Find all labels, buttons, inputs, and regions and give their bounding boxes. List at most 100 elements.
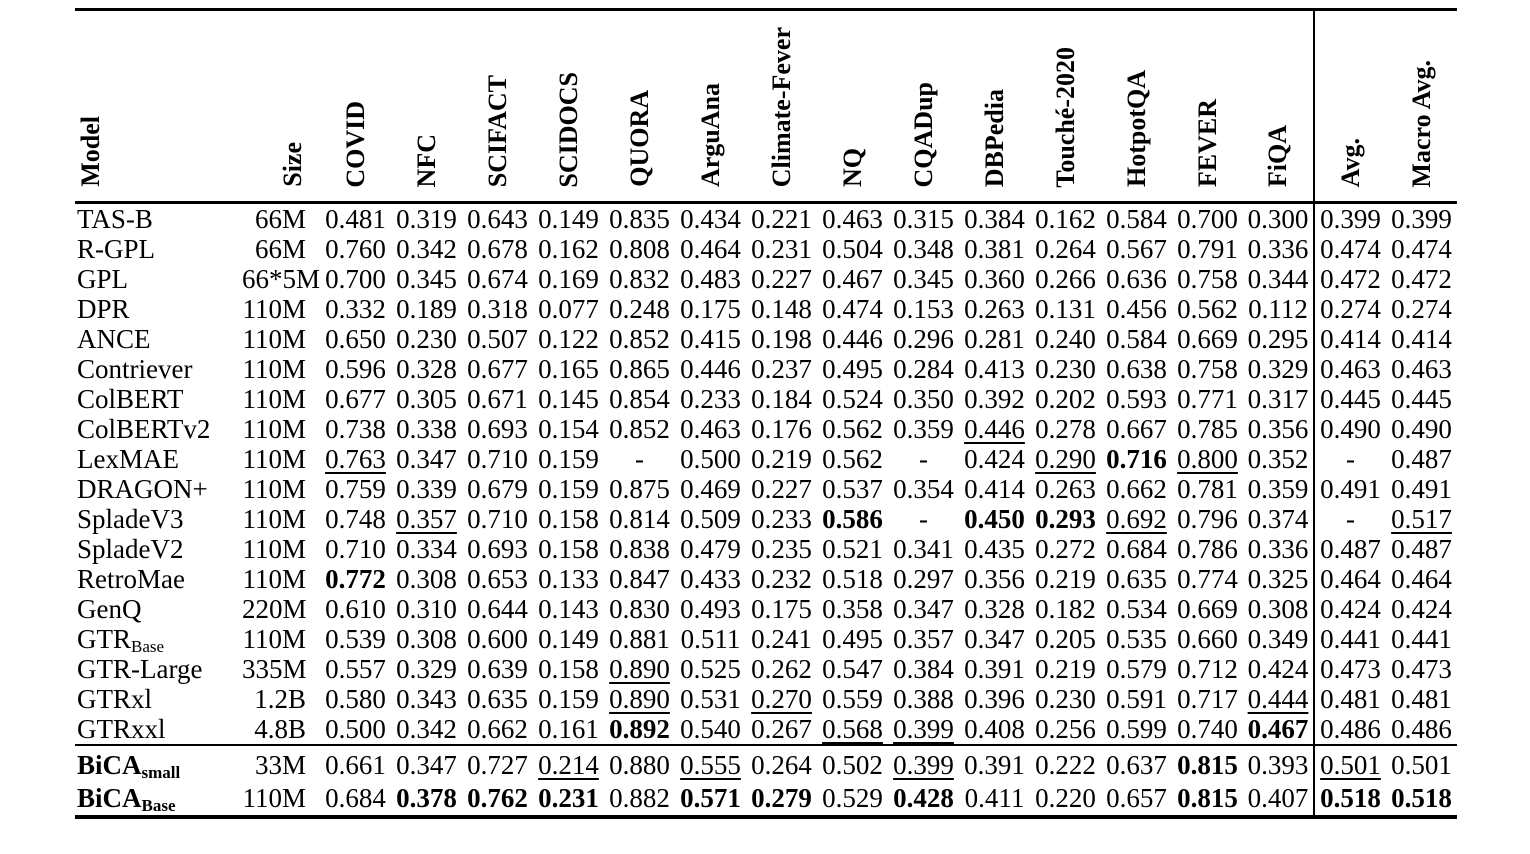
score-cell: 0.838: [609, 534, 670, 565]
score-cell: 0.231: [751, 234, 812, 265]
size-cell: 110M: [242, 294, 306, 325]
model-name: GTRxl: [77, 684, 153, 715]
score-cell: 0.343: [396, 684, 457, 715]
col-header-label: SCIDOCS: [553, 71, 583, 188]
model-name: BiCA: [77, 750, 142, 781]
score-cell: -: [1313, 444, 1386, 475]
size-cell: 335M: [242, 654, 307, 685]
score-cell: 0.175: [751, 594, 812, 625]
score-cell: 0.557: [325, 654, 386, 685]
score-cell: 0.342: [396, 714, 457, 745]
score-cell: 0.159: [538, 474, 599, 505]
score-cell: 0.763: [325, 444, 386, 475]
score-cell: 0.495: [822, 624, 883, 655]
score-cell: 0.852: [609, 324, 670, 355]
table-row: Contriever 110M 0.596 0.328 0.677 0.165 0.865 0…: [75, 354, 1457, 385]
size-cell: 110M: [242, 414, 306, 445]
size-cell: 110M: [242, 474, 306, 505]
score-cell: 0.660: [1177, 624, 1238, 655]
score-cell: 0.580: [325, 684, 386, 715]
model-name: GTRxxl: [77, 714, 166, 745]
score-cell: 0.504: [822, 234, 883, 265]
score-cell: 0.535: [1106, 624, 1167, 655]
score-cell: 0.464: [1391, 564, 1452, 595]
model-cell-gtrxl: GTRxl: [75, 684, 242, 714]
score-cell: 0.407: [1247, 783, 1309, 814]
model-cell-colbert: ColBERT: [75, 384, 242, 414]
col-header-label: DBPedia: [979, 89, 1009, 188]
score-cell: 0.360: [964, 264, 1025, 295]
score-cell: 0.653: [467, 564, 528, 595]
score-cell: 0.232: [751, 564, 812, 595]
score-cell: 0.305: [396, 384, 457, 415]
score-cell: 0.710: [467, 504, 528, 535]
score-cell: 0.176: [751, 414, 812, 445]
score-cell: 0.815: [1177, 783, 1238, 814]
score-cell: 0.413: [964, 354, 1025, 385]
table-footer-body: BiCAsmall 33M 0.661 0.347 0.727 0.214 0.880 0.5…: [75, 745, 1457, 818]
model-cell-spladev2: SpladeV2: [75, 534, 242, 564]
score-cell: 0.534: [1106, 594, 1167, 625]
col-header-label: Avg.: [1335, 137, 1365, 188]
score-cell: 0.358: [822, 594, 883, 625]
score-cell: 0.388: [893, 684, 954, 715]
score-cell: 0.474: [1313, 234, 1386, 265]
col-header-label: COVID: [340, 100, 370, 188]
score-cell: 0.584: [1106, 324, 1167, 355]
score-cell: 0.227: [751, 264, 812, 295]
score-cell: 0.295: [1247, 324, 1309, 355]
col-header-macro-avg: Macro Avg.: [1386, 10, 1457, 203]
score-cell: 0.424: [1313, 594, 1386, 625]
benchmark-results-table: Model Size COVID NFC SCIFACT SCIDOCS QUORA Argu…: [75, 8, 1457, 820]
table-row: LexMAE 110M 0.763 0.347 0.710 0.159 - 0.500 0.21…: [75, 444, 1457, 475]
score-cell: 0.235: [751, 534, 812, 565]
score-cell: 0.175: [680, 294, 741, 325]
score-cell: 0.122: [538, 324, 599, 355]
score-cell: 0.284: [893, 354, 954, 385]
score-cell: 0.202: [1035, 384, 1096, 415]
size-cell: 110M: [242, 783, 306, 814]
score-cell: 0.145: [538, 384, 599, 415]
score-cell: 0.525: [680, 654, 741, 685]
score-cell: 0.716: [1106, 444, 1167, 475]
score-cell: 0.445: [1313, 384, 1386, 415]
score-cell: 0.815: [1177, 750, 1238, 781]
score-cell: 0.408: [964, 714, 1025, 745]
score-cell: 0.479: [680, 534, 741, 565]
score-cell: 0.463: [822, 204, 883, 235]
score-cell: 0.679: [467, 474, 528, 505]
col-header-nq: NQ: [817, 10, 888, 203]
table-row: R-GPL 66M 0.760 0.342 0.678 0.162 0.808 0.464 0.…: [75, 234, 1457, 265]
score-cell: 0.650: [325, 324, 386, 355]
score-cell: 0.148: [751, 294, 812, 325]
score-cell: 0.169: [538, 264, 599, 295]
score-cell: 0.491: [1391, 474, 1452, 505]
score-cell: 0.740: [1177, 714, 1238, 745]
score-cell: 0.537: [822, 474, 883, 505]
model-cell-lexmae: LexMAE: [75, 444, 242, 474]
score-cell: 0.318: [467, 294, 528, 325]
score-cell: 0.445: [1391, 384, 1452, 415]
model-name: BiCA: [77, 783, 142, 814]
size-cell: 110M: [242, 324, 306, 355]
score-cell: 0.222: [1035, 750, 1096, 781]
score-cell: 0.501: [1391, 750, 1452, 781]
score-cell: 0.356: [1247, 414, 1309, 445]
score-cell: 0.159: [538, 444, 599, 475]
score-cell: 0.441: [1391, 624, 1452, 655]
score-cell: 0.077: [538, 294, 599, 325]
score-cell: 0.507: [467, 324, 528, 355]
table-row: GTRxl 1.2B 0.580 0.343 0.635 0.159 0.890 0.531 0…: [75, 684, 1457, 715]
score-cell: 0.501: [1313, 745, 1386, 783]
score-cell: 0.220: [1035, 783, 1096, 814]
score-cell: 0.875: [609, 474, 670, 505]
table-body: TAS-B 66M 0.481 0.319 0.643 0.149 0.835 0.434 0.…: [75, 202, 1457, 746]
score-cell: 0.341: [893, 534, 954, 565]
score-cell: 0.446: [964, 414, 1025, 445]
score-cell: 0.347: [964, 624, 1025, 655]
header-row: Model Size COVID NFC SCIFACT SCIDOCS QUORA Argu…: [75, 9, 1457, 203]
score-cell: 0.230: [396, 324, 457, 355]
model-name-subscript: Base: [131, 637, 165, 655]
score-cell: 0.281: [964, 324, 1025, 355]
score-cell: 0.693: [467, 534, 528, 565]
